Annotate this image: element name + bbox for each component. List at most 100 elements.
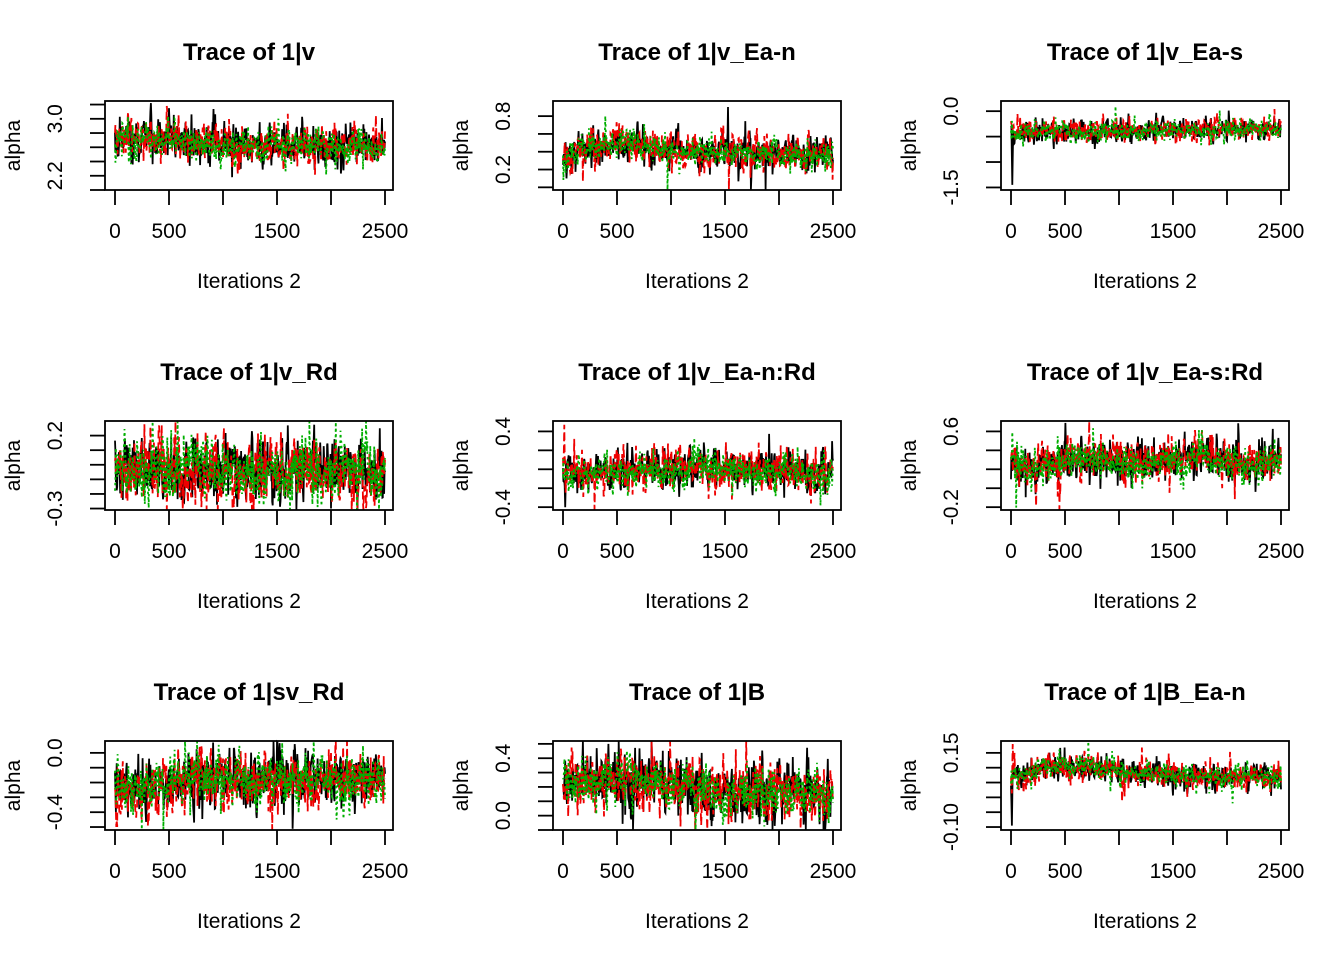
plot-title: Trace of 1|B_Ea-n	[1044, 679, 1245, 706]
trace-chain-2	[114, 105, 386, 175]
plot-title: Trace of 1|v_Ea-n	[598, 39, 795, 66]
x-tick-label: 500	[1047, 220, 1082, 243]
y-tick-label: -0.4	[492, 489, 515, 526]
x-tick-label: 0	[109, 220, 121, 243]
plot-box	[104, 420, 394, 511]
y-tick-label: 3.0	[44, 104, 67, 133]
x-tick-label: 500	[1047, 540, 1082, 563]
y-tick-label: -0.4	[44, 794, 67, 831]
trace-chain-3	[562, 437, 834, 506]
y-axis-label: alpha	[2, 119, 25, 171]
x-axis-label: Iterations 2	[1093, 910, 1197, 933]
y-axis-label: alpha	[450, 119, 473, 171]
x-tick-label: 0	[1005, 860, 1017, 883]
y-axis-label: alpha	[898, 119, 921, 171]
x-tick-label: 500	[599, 540, 634, 563]
plot-title: Trace of 1|v_Rd	[160, 359, 337, 386]
x-tick-label: 0	[109, 860, 121, 883]
plot-box	[1000, 420, 1290, 511]
trace-plot-panel-1: Trace of 1|v alpha Iterations 2 3.0 2.2 0 500 1…	[2, 39, 409, 293]
x-axis-label: Iterations 2	[645, 270, 749, 293]
x-tick-label: 0	[557, 540, 569, 563]
x-axis-label: Iterations 2	[197, 270, 301, 293]
y-axis-label: alpha	[450, 759, 473, 811]
trace-chain-3	[1010, 106, 1282, 147]
trace-chain-3	[1010, 741, 1282, 804]
x-axis-label: Iterations 2	[197, 590, 301, 613]
x-tick-label: 0	[557, 220, 569, 243]
trace-chain-3	[114, 741, 386, 830]
x-tick-label: 2500	[810, 220, 857, 243]
x-tick-label: 2500	[810, 860, 857, 883]
y-tick-label: -0.3	[44, 490, 67, 526]
plot-box	[104, 100, 394, 191]
plot-box	[552, 740, 842, 831]
trace-chain-2	[562, 741, 834, 830]
x-tick-label: 0	[1005, 220, 1017, 243]
trace-chain-3	[562, 116, 834, 190]
trace-chain-3	[562, 750, 834, 830]
x-tick-label: 500	[1047, 860, 1082, 883]
y-tick-label: 0.8	[492, 102, 515, 131]
y-axis-label: alpha	[2, 439, 25, 491]
x-tick-label: 2500	[362, 220, 409, 243]
y-tick-label: 0.2	[44, 421, 67, 450]
x-tick-label: 500	[599, 220, 634, 243]
x-tick-label: 2500	[362, 860, 409, 883]
x-tick-label: 2500	[362, 540, 409, 563]
x-axis-label: Iterations 2	[1093, 590, 1197, 613]
y-axis-label: alpha	[898, 439, 921, 491]
y-tick-label: 0.4	[492, 417, 515, 447]
x-tick-label: 1500	[702, 220, 749, 243]
y-tick-label: 0.0	[44, 738, 67, 767]
x-tick-label: 1500	[1150, 860, 1197, 883]
y-tick-label: 0.15	[940, 732, 963, 773]
y-axis-label: alpha	[450, 439, 473, 491]
x-tick-label: 500	[151, 220, 186, 243]
plot-title: Trace of 1|B	[629, 679, 765, 706]
plot-box	[1000, 100, 1290, 191]
x-tick-label: 0	[109, 540, 121, 563]
y-tick-label: 0.4	[492, 743, 515, 773]
plot-box	[1000, 740, 1290, 831]
y-tick-label: 2.2	[44, 161, 67, 190]
x-axis-label: Iterations 2	[645, 590, 749, 613]
y-axis-label: alpha	[898, 759, 921, 811]
plot-title: Trace of 1|v_Ea-n:Rd	[578, 359, 815, 386]
y-tick-label: 0.0	[940, 97, 963, 126]
trace-chain-3	[114, 421, 386, 510]
x-tick-label: 1500	[254, 540, 301, 563]
x-tick-label: 1500	[702, 540, 749, 563]
x-tick-label: 1500	[254, 220, 301, 243]
plot-title: Trace of 1|v_Ea-s:Rd	[1027, 359, 1263, 386]
y-tick-label: 0.0	[492, 801, 515, 830]
y-axis-label: alpha	[2, 759, 25, 811]
y-tick-label: -0.10	[940, 803, 963, 851]
trace-chain-3	[1010, 428, 1282, 508]
x-tick-label: 1500	[1150, 220, 1197, 243]
x-tick-label: 1500	[702, 860, 749, 883]
x-tick-label: 2500	[1258, 860, 1305, 883]
x-tick-label: 0	[557, 860, 569, 883]
x-axis-label: Iterations 2	[197, 910, 301, 933]
x-tick-label: 2500	[1258, 220, 1305, 243]
trace-plot-panel-8: Trace of 1|B alpha Iterations 2 0.4 0.0 0 500 1…	[450, 679, 857, 933]
plot-title: Trace of 1|v	[183, 39, 316, 66]
plot-box	[552, 420, 842, 511]
x-tick-label: 500	[151, 860, 186, 883]
x-tick-label: 2500	[810, 540, 857, 563]
trace-chain-3	[114, 115, 386, 175]
x-tick-label: 500	[151, 540, 186, 563]
y-tick-label: 0.2	[492, 155, 515, 184]
x-axis-label: Iterations 2	[1093, 270, 1197, 293]
x-tick-label: 500	[599, 860, 634, 883]
y-tick-label: -0.2	[940, 489, 963, 525]
plot-title: Trace of 1|v_Ea-s	[1047, 39, 1243, 66]
